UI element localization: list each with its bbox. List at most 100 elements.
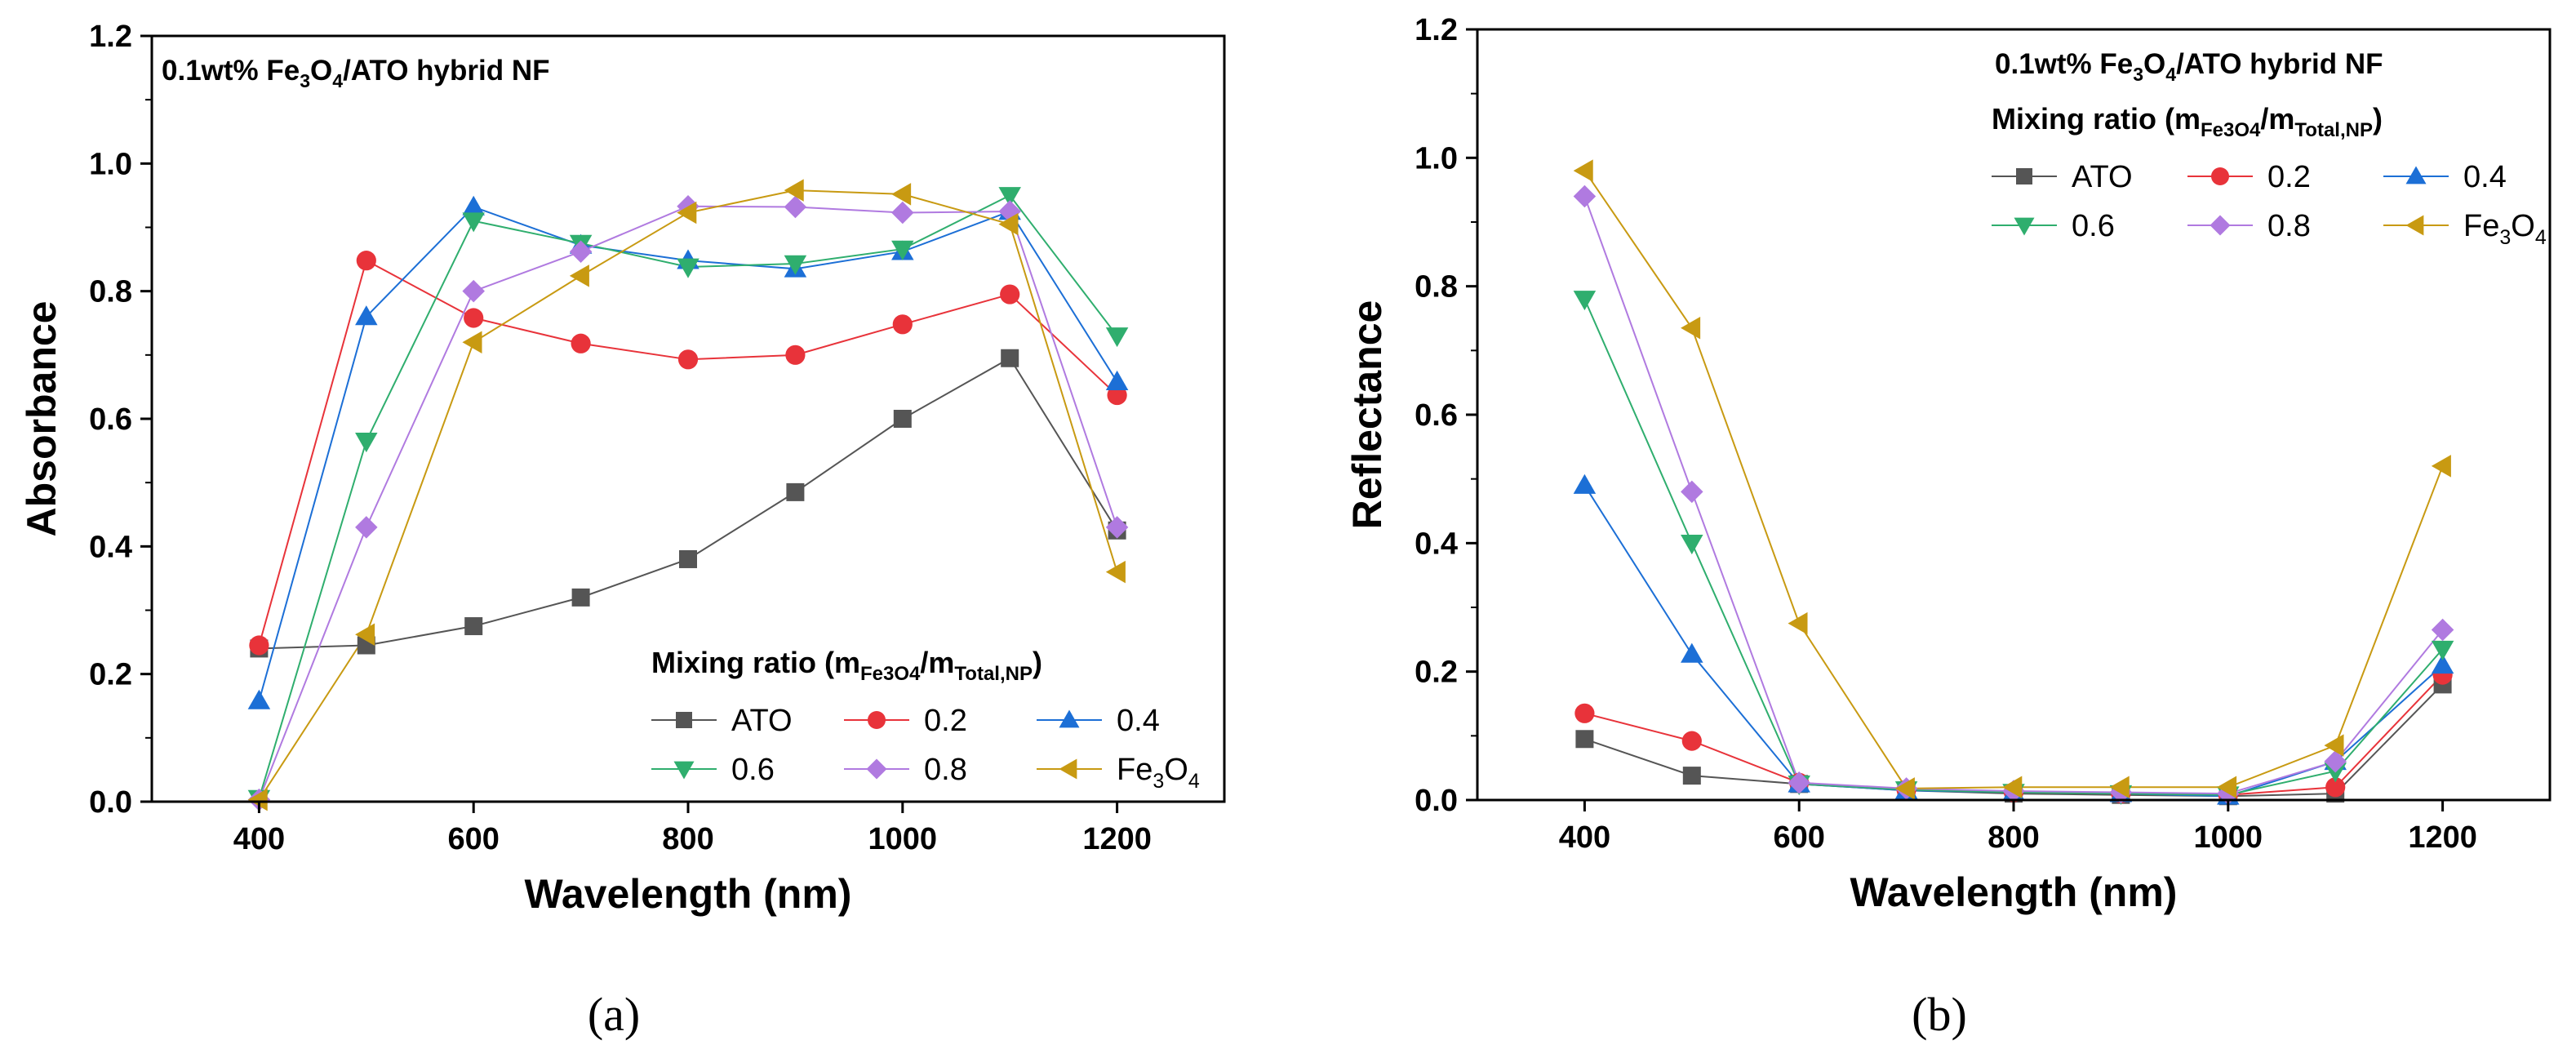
legend-label: 0.2 xyxy=(2267,160,2311,194)
y-tick-label: 0.4 xyxy=(89,530,132,564)
data-point-0-2-1200 xyxy=(1107,385,1127,406)
data-point-0-6-400 xyxy=(1573,291,1597,311)
text-part: 0.1wt% Fe xyxy=(1995,48,2133,80)
data-point-0-4-500 xyxy=(355,305,378,326)
text-part: 3 xyxy=(2499,226,2511,249)
data-point-ato-700 xyxy=(571,588,590,607)
text-part: /ATO hybrid NF xyxy=(343,55,549,87)
text-part: Total,NP xyxy=(954,663,1033,685)
data-point-0-8-1200 xyxy=(2431,618,2454,642)
data-point-fe3o4-500 xyxy=(1681,317,1701,340)
legend-item-0-4: 0.4 xyxy=(1037,704,1160,738)
legend-marker xyxy=(2016,168,2032,184)
data-point-fe3o4-800 xyxy=(2002,776,2023,799)
y-tick-label: 0.2 xyxy=(1415,656,1458,690)
reflectance-chart: 400 600 800 1000 1200 0.0 0.2 0.4 0.6 0.8 1.0 1.2 Wa… xyxy=(1344,13,2552,915)
legend-marker xyxy=(2405,215,2424,236)
data-point-fe3o4-1000 xyxy=(2217,776,2237,799)
data-point-0-6-1200 xyxy=(1105,327,1129,348)
data-point-0-6-500 xyxy=(1681,535,1703,555)
legend-label: 0.2 xyxy=(924,704,967,738)
x-tick-label: 1000 xyxy=(2194,820,2263,855)
data-point-0-8-400 xyxy=(1573,184,1597,208)
text-part: 0.1wt% Fe xyxy=(162,55,300,87)
data-point-0-2-400 xyxy=(1574,703,1595,723)
y-tick-label: 1.0 xyxy=(89,147,132,181)
text-part: 4 xyxy=(332,70,343,91)
data-point-ato-400 xyxy=(1575,730,1594,749)
text-part: /m xyxy=(920,646,954,679)
data-point-ato-1100 xyxy=(1001,349,1019,367)
text-part: O xyxy=(2143,48,2165,80)
text-part: /ATO hybrid NF xyxy=(2176,48,2383,80)
legend-marker xyxy=(1059,709,1080,728)
legend-label: 0.6 xyxy=(731,753,775,787)
data-point-0-6-500 xyxy=(355,433,378,453)
legend-item-0-6: 0.6 xyxy=(651,753,775,787)
legend-marker xyxy=(868,711,886,729)
x-tick-label: 800 xyxy=(1988,820,2039,855)
data-point-ato-500 xyxy=(1682,767,1701,785)
data-point-0-8-1000 xyxy=(891,201,914,224)
legend-label: 0.4 xyxy=(2463,160,2507,194)
legend-marker xyxy=(2405,166,2427,184)
y-tick-label: 0.6 xyxy=(89,402,132,437)
x-tick-label: 1200 xyxy=(1082,822,1152,856)
data-point-fe3o4-700 xyxy=(569,264,589,287)
y-tick-label: 0.0 xyxy=(89,785,132,820)
data-point-0-2-1100 xyxy=(2325,777,2346,798)
legend-item-0-2: 0.2 xyxy=(2187,160,2311,194)
data-point-0-2-900 xyxy=(785,345,806,365)
legend-item-ato: ATO xyxy=(1992,160,2133,194)
absorbance-chart: 400 600 800 1000 1200 0.0 0.2 0.4 0.6 0.8 1.0 1.2 Wa… xyxy=(19,20,1226,917)
legend-label: Fe3O4 xyxy=(1117,753,1200,793)
text-part: O xyxy=(1164,753,1188,787)
data-point-0-4-400 xyxy=(1573,473,1597,494)
data-point-0-2-1000 xyxy=(892,314,913,335)
data-point-fe3o4-1100 xyxy=(998,212,1019,236)
legend-marker xyxy=(1059,758,1077,780)
x-axis-title: Wavelength (nm) xyxy=(1850,869,2178,915)
y-axis-title: Absorbance xyxy=(19,301,64,537)
x-tick-label: 600 xyxy=(1773,820,1824,855)
legend-item-0-8: 0.8 xyxy=(2187,209,2311,243)
y-tick-label: 0.2 xyxy=(89,658,132,692)
y-tick-label: 0.4 xyxy=(1415,527,1458,561)
x-tick-label: 400 xyxy=(233,822,285,856)
data-point-fe3o4-900 xyxy=(2109,776,2130,799)
x-tick-label: 1200 xyxy=(2408,820,2477,855)
data-point-ato-800 xyxy=(679,549,697,568)
data-point-fe3o4-400 xyxy=(247,788,268,811)
y-tick-label: 0.0 xyxy=(1415,784,1458,818)
text-part: 3 xyxy=(300,70,310,91)
legend-item-0-6: 0.6 xyxy=(1992,209,2115,243)
data-point-0-8-1100 xyxy=(2324,750,2347,773)
x-tick-label: 600 xyxy=(447,822,499,856)
legend-label: ATO xyxy=(2072,160,2133,194)
text-part: /m xyxy=(2260,102,2294,136)
data-point-0-2-500 xyxy=(1681,731,1702,751)
legend-title: Mixing ratio (mFe3O4/mTotal,NP) xyxy=(651,646,1042,685)
data-point-fe3o4-400 xyxy=(1573,159,1593,182)
legend-marker xyxy=(676,712,692,728)
data-point-ato-1000 xyxy=(893,410,912,428)
y-tick-label: 1.0 xyxy=(1415,141,1458,176)
legend-item-0-2: 0.2 xyxy=(844,704,967,738)
data-point-0-8-700 xyxy=(569,240,593,263)
text-part: Fe xyxy=(2463,209,2499,243)
legend-label: Fe3O4 xyxy=(2463,209,2547,249)
legend-label: 0.6 xyxy=(2072,209,2115,243)
text-part: 3 xyxy=(1153,770,1164,793)
legend-label: ATO xyxy=(731,704,793,738)
data-point-0-2-500 xyxy=(356,251,376,271)
data-point-0-2-600 xyxy=(464,308,484,328)
data-point-0-2-700 xyxy=(571,333,591,353)
y-tick-label: 0.8 xyxy=(1415,270,1458,305)
legend-marker xyxy=(673,761,695,780)
data-point-0-8-500 xyxy=(1681,480,1703,504)
legend: Mixing ratio (mFe3O4/mTotal,NP) ATO 0.2 0.4… xyxy=(651,646,1200,793)
legend-marker xyxy=(866,758,887,780)
text-part: Mixing ratio (m xyxy=(1992,102,2201,136)
legend-marker xyxy=(2211,167,2229,185)
